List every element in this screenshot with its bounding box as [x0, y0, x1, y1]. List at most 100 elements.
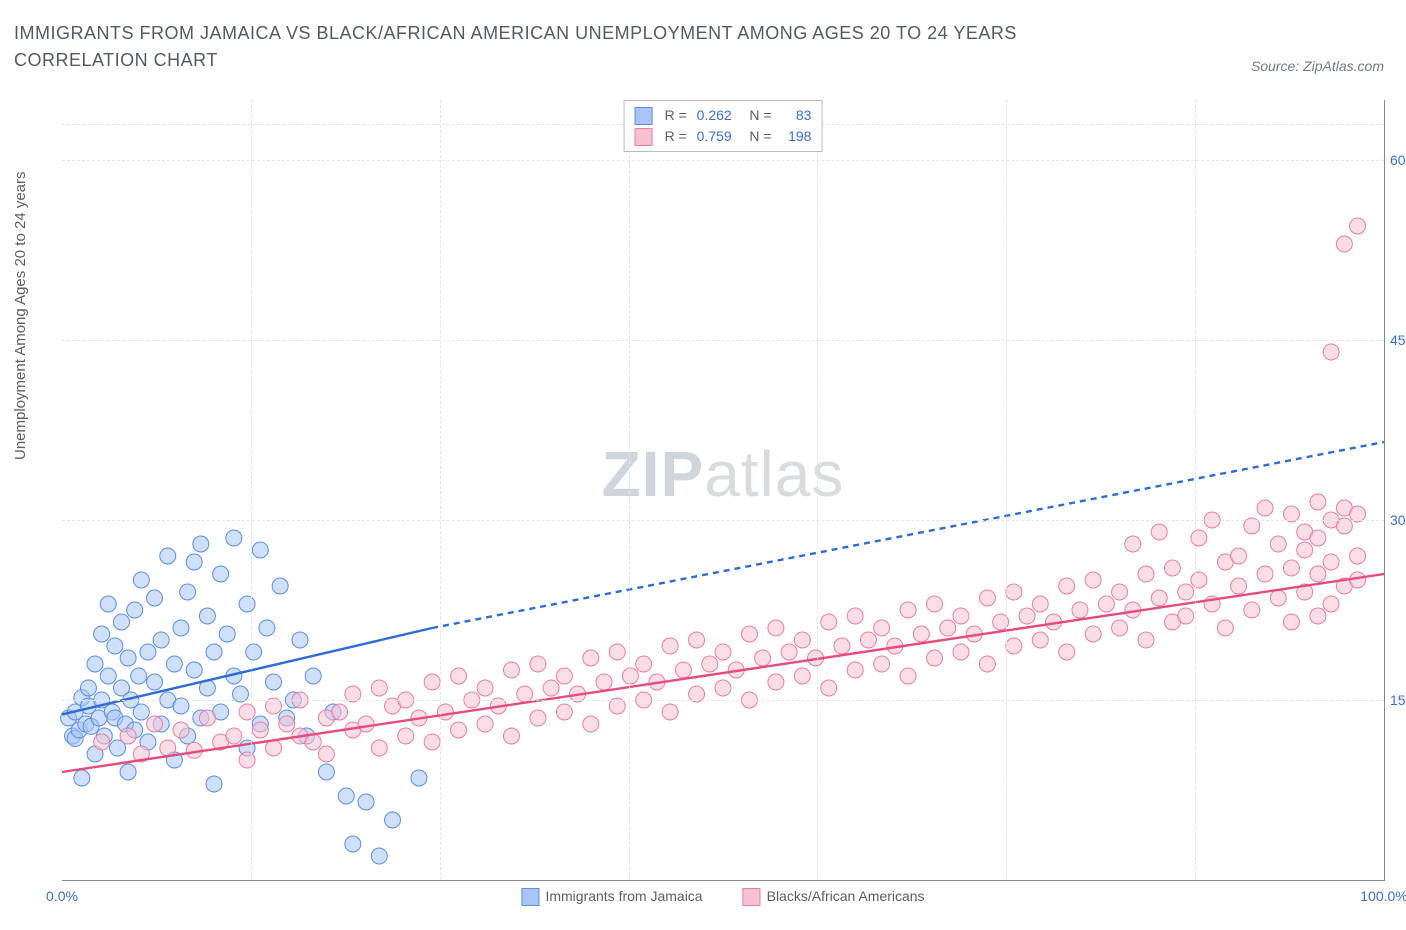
scatter-point: [1310, 566, 1326, 582]
gridline-vertical: [1195, 100, 1196, 880]
scatter-point: [927, 650, 943, 666]
scatter-point: [1151, 524, 1167, 540]
scatter-point: [715, 680, 731, 696]
scatter-point: [385, 812, 401, 828]
legend-label: Blacks/African Americans: [767, 888, 925, 904]
scatter-point: [74, 770, 90, 786]
scatter-point: [1191, 572, 1207, 588]
scatter-point: [100, 596, 116, 612]
scatter-point: [1257, 566, 1273, 582]
scatter-point: [252, 542, 268, 558]
scatter-point: [583, 716, 599, 732]
scatter-point: [120, 650, 136, 666]
scatter-point: [239, 596, 255, 612]
scatter-point: [371, 848, 387, 864]
gridline-vertical: [440, 100, 441, 880]
scatter-point: [979, 590, 995, 606]
legend-r-label: R =: [665, 105, 691, 126]
y-tick-label: 45.0%: [1390, 332, 1406, 348]
scatter-point: [900, 668, 916, 684]
scatter-point: [1178, 608, 1194, 624]
scatter-point: [1350, 548, 1366, 564]
scatter-point: [794, 668, 810, 684]
scatter-point: [272, 578, 288, 594]
scatter-point: [1323, 554, 1339, 570]
scatter-point: [153, 632, 169, 648]
scatter-point: [1244, 602, 1260, 618]
legend-r-value: 0.759: [697, 126, 732, 147]
scatter-point: [266, 674, 282, 690]
scatter-point: [451, 668, 467, 684]
scatter-point: [1310, 530, 1326, 546]
scatter-point: [120, 764, 136, 780]
scatter-point: [160, 740, 176, 756]
scatter-point: [345, 836, 361, 852]
scatter-point: [1138, 632, 1154, 648]
scatter-point: [675, 662, 691, 678]
scatter-point: [451, 722, 467, 738]
scatter-point: [543, 680, 559, 696]
scatter-point: [662, 638, 678, 654]
scatter-point: [424, 734, 440, 750]
scatter-point: [180, 584, 196, 600]
scatter-point: [147, 674, 163, 690]
scatter-point: [979, 656, 995, 672]
scatter-point: [131, 668, 147, 684]
chart-svg: [62, 100, 1384, 880]
scatter-point: [741, 626, 757, 642]
scatter-point: [1085, 626, 1101, 642]
scatter-point: [252, 722, 268, 738]
scatter-point: [940, 620, 956, 636]
legend-label: Immigrants from Jamaica: [545, 888, 702, 904]
x-tick-label: 100.0%: [1360, 888, 1406, 904]
scatter-point: [113, 614, 129, 630]
legend-swatch: [635, 128, 653, 146]
y-tick-label: 30.0%: [1390, 512, 1406, 528]
scatter-point: [226, 728, 242, 744]
scatter-point: [715, 644, 731, 660]
scatter-point: [927, 596, 943, 612]
gridline-horizontal: [62, 340, 1384, 341]
legend-swatch: [635, 107, 653, 125]
scatter-point: [755, 650, 771, 666]
gridline-horizontal: [62, 520, 1384, 521]
scatter-point: [120, 728, 136, 744]
scatter-point: [1072, 602, 1088, 618]
scatter-point: [332, 704, 348, 720]
scatter-point: [193, 536, 209, 552]
scatter-point: [1336, 236, 1352, 252]
scatter-point: [596, 674, 612, 690]
scatter-point: [1283, 614, 1299, 630]
scatter-point: [239, 704, 255, 720]
scatter-point: [953, 644, 969, 660]
scatter-point: [530, 656, 546, 672]
gridline-horizontal: [62, 700, 1384, 701]
scatter-point: [1257, 500, 1273, 516]
scatter-point: [1112, 584, 1128, 600]
scatter-point: [821, 614, 837, 630]
legend-n-value: 198: [781, 126, 811, 147]
scatter-point: [199, 710, 215, 726]
scatter-point: [689, 632, 705, 648]
scatter-point: [133, 572, 149, 588]
legend-r-label: R =: [665, 126, 691, 147]
gridline-vertical: [1006, 100, 1007, 880]
trend-line: [62, 574, 1384, 772]
scatter-point: [503, 662, 519, 678]
scatter-point: [1019, 608, 1035, 624]
scatter-point: [1310, 494, 1326, 510]
scatter-point: [246, 644, 262, 660]
scatter-point: [239, 752, 255, 768]
scatter-point: [292, 632, 308, 648]
scatter-point: [80, 680, 96, 696]
legend-n-label: N =: [738, 105, 776, 126]
y-tick-label: 60.0%: [1390, 152, 1406, 168]
scatter-point: [953, 608, 969, 624]
scatter-point: [173, 620, 189, 636]
scatter-point: [147, 716, 163, 732]
scatter-point: [1310, 608, 1326, 624]
scatter-point: [556, 668, 572, 684]
scatter-point: [219, 626, 235, 642]
scatter-point: [186, 554, 202, 570]
scatter-point: [1350, 218, 1366, 234]
